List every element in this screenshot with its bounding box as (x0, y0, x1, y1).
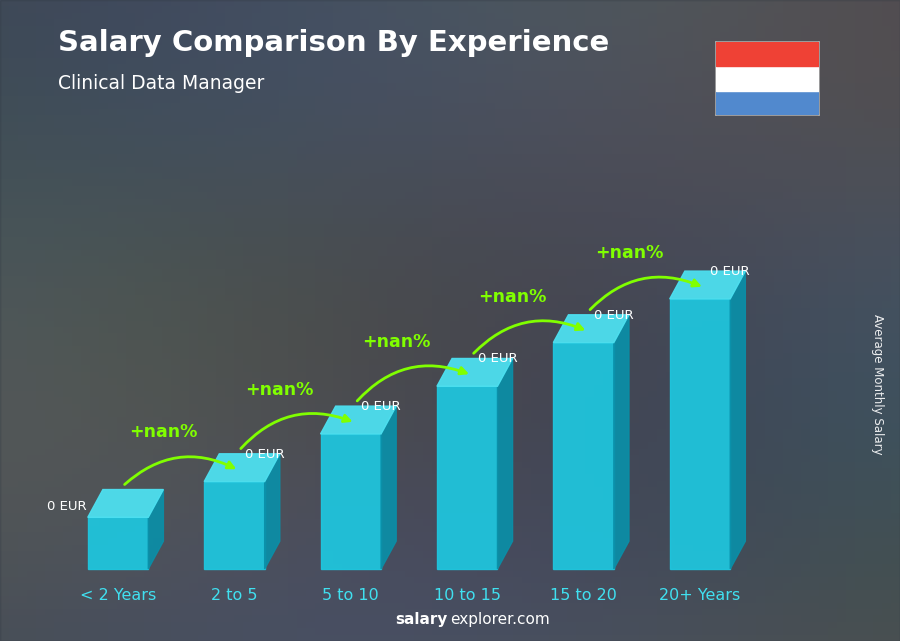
Bar (436, 387, 498, 569)
Polygon shape (554, 315, 629, 342)
Bar (670, 299, 730, 569)
Text: 0 EUR: 0 EUR (245, 447, 284, 460)
Text: explorer.com: explorer.com (450, 612, 550, 627)
Text: salary: salary (395, 612, 447, 627)
Text: +nan%: +nan% (478, 288, 546, 306)
Polygon shape (88, 490, 164, 517)
Text: +nan%: +nan% (362, 333, 430, 351)
Polygon shape (436, 358, 513, 387)
Polygon shape (730, 271, 745, 569)
Text: Salary Comparison By Experience: Salary Comparison By Experience (58, 29, 610, 57)
Bar (716, 66, 819, 91)
Text: 0 EUR: 0 EUR (47, 501, 86, 513)
Bar (716, 42, 819, 66)
Bar (320, 434, 381, 569)
Text: 0 EUR: 0 EUR (594, 308, 634, 322)
Polygon shape (498, 358, 513, 569)
Text: 0 EUR: 0 EUR (710, 265, 750, 278)
Bar (88, 517, 148, 569)
Polygon shape (265, 454, 280, 569)
Polygon shape (320, 406, 396, 434)
Bar (716, 91, 819, 115)
Bar (554, 342, 614, 569)
Text: +nan%: +nan% (595, 244, 663, 262)
Polygon shape (614, 315, 629, 569)
Text: 0 EUR: 0 EUR (361, 400, 400, 413)
Text: Clinical Data Manager: Clinical Data Manager (58, 74, 265, 93)
Polygon shape (204, 454, 280, 481)
Bar (204, 481, 265, 569)
Text: +nan%: +nan% (129, 422, 197, 440)
Text: 0 EUR: 0 EUR (478, 352, 518, 365)
Text: Average Monthly Salary: Average Monthly Salary (871, 314, 884, 455)
Polygon shape (381, 406, 396, 569)
Polygon shape (670, 271, 745, 299)
Text: +nan%: +nan% (246, 381, 314, 399)
Polygon shape (148, 490, 164, 569)
